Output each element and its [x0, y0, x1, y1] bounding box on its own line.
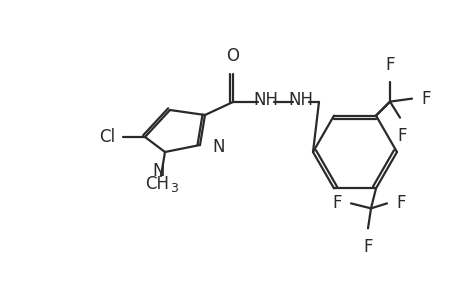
Text: CH: CH: [145, 175, 168, 193]
Text: F: F: [420, 90, 430, 108]
Text: O: O: [226, 47, 239, 65]
Text: NH: NH: [253, 91, 278, 109]
Text: Cl: Cl: [99, 128, 115, 146]
Text: F: F: [363, 238, 372, 256]
Text: N: N: [152, 162, 165, 180]
Text: 3: 3: [170, 182, 178, 196]
Text: F: F: [385, 56, 394, 74]
Text: N: N: [212, 138, 224, 156]
Text: F: F: [332, 194, 341, 212]
Text: F: F: [397, 127, 406, 145]
Text: NH: NH: [288, 91, 313, 109]
Text: F: F: [395, 194, 405, 212]
